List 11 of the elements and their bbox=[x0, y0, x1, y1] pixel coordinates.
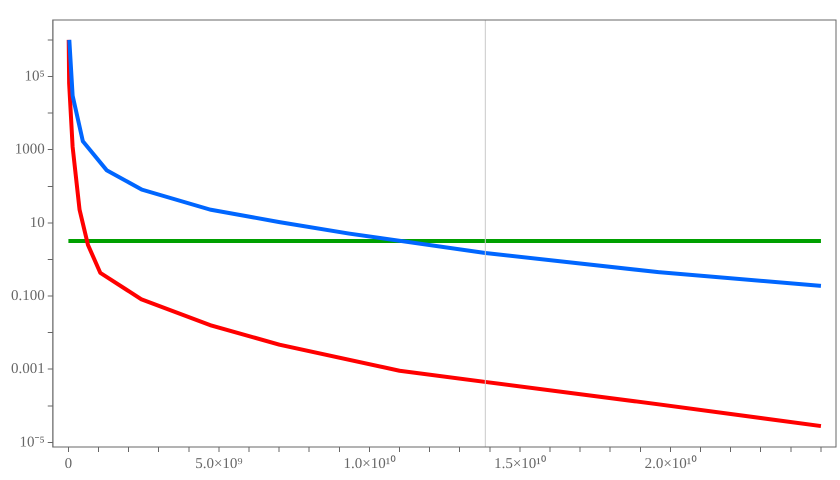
x-tick-label: 2.0×10¹⁰ bbox=[644, 454, 696, 472]
y-tick-label: 0.001 bbox=[11, 361, 45, 378]
y-tick-label: 0.100 bbox=[11, 288, 45, 304]
y-tick-label: 10⁻⁵ bbox=[20, 434, 45, 450]
y-tick-label: 10 bbox=[30, 214, 45, 231]
x-tick-label: 5.0×10⁹ bbox=[195, 456, 243, 472]
x-tick-label: 1.5×10¹⁰ bbox=[494, 454, 546, 472]
y-tick-label: 1000 bbox=[14, 142, 45, 158]
x-tick-label: 1.0×10¹⁰ bbox=[344, 454, 396, 472]
y-tick-label: 10⁵ bbox=[24, 68, 45, 84]
x-tick-label: 0 bbox=[64, 456, 72, 472]
